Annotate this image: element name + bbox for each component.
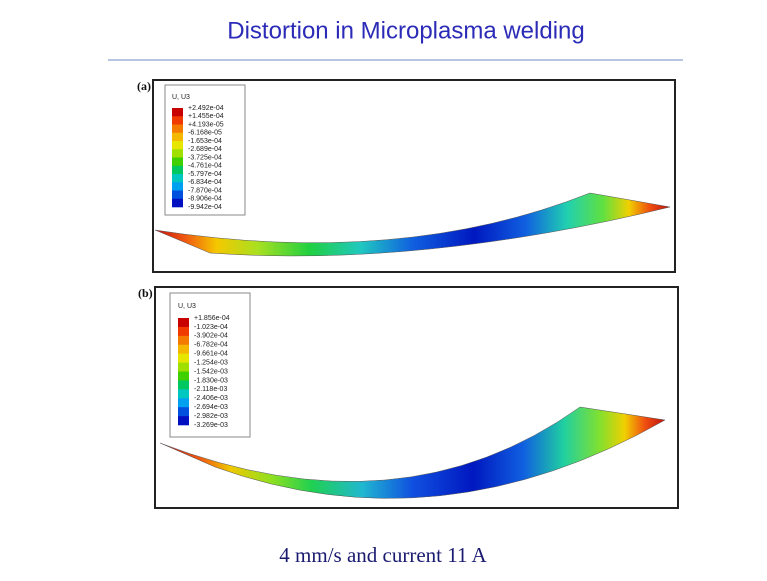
legend-swatch <box>172 190 183 200</box>
legend-swatch <box>172 108 183 117</box>
legend-swatch <box>178 380 189 390</box>
legend-swatch <box>178 318 189 328</box>
panel-label: (a) <box>137 79 151 93</box>
legend-value: -2.982e-03 <box>194 413 228 420</box>
legend-swatch <box>172 132 183 142</box>
legend-swatch <box>178 362 189 372</box>
legend-swatch <box>178 407 189 417</box>
legend-value: -2.406e-03 <box>194 395 228 402</box>
legend-title: U, U3 <box>178 303 196 310</box>
caption: 4 mm/s and current 11 A <box>279 543 487 567</box>
legend-swatch <box>178 335 189 346</box>
legend-value: -2.689e-04 <box>188 146 222 153</box>
legend-value: +4.193e-05 <box>188 121 224 128</box>
legend-value: -2.694e-03 <box>194 404 228 411</box>
legend-value: -1.830e-03 <box>194 377 228 384</box>
legend-swatch <box>172 124 183 134</box>
deformed-plate <box>154 192 671 257</box>
legend-swatch <box>172 149 183 158</box>
legend-swatch <box>178 326 189 337</box>
legend-swatch <box>178 344 189 354</box>
legend-value: -3.725e-04 <box>188 154 222 161</box>
legend-title: U, U3 <box>172 94 190 101</box>
deformed-plate <box>159 406 666 499</box>
legend-value: -1.254e-03 <box>194 359 228 366</box>
legend-value: -7.870e-04 <box>188 187 222 194</box>
legend-value: -8.906e-04 <box>188 196 222 203</box>
legend-swatch <box>172 116 183 125</box>
legend-swatch <box>172 157 183 167</box>
legend-value: -3.269e-03 <box>194 422 228 429</box>
legend-value: -6.782e-04 <box>194 342 228 349</box>
legend-value: -1.023e-04 <box>194 324 228 331</box>
legend-swatch <box>178 353 189 363</box>
legend-value: -5.797e-04 <box>188 171 222 178</box>
legend-value: -1.542e-03 <box>194 368 228 375</box>
legend-value: -6.168e-05 <box>188 130 222 137</box>
slide-title: Distortion in Microplasma welding <box>227 17 584 44</box>
legend-swatch <box>172 182 183 191</box>
legend-value: +1.856e-04 <box>194 315 230 322</box>
legend-value: -6.834e-04 <box>188 179 222 186</box>
legend-swatch <box>172 174 183 183</box>
legend-value: -4.761e-04 <box>188 163 222 170</box>
legend-value: -9.942e-04 <box>188 204 222 211</box>
legend-value: +1.455e-04 <box>188 113 224 120</box>
legend-swatch <box>178 416 189 426</box>
legend-swatch <box>178 398 189 408</box>
legend-value: +2.492e-04 <box>188 105 224 112</box>
legend-value: -2.118e-03 <box>194 386 227 393</box>
legend-value: -1.653e-04 <box>188 138 222 145</box>
legend-swatch <box>178 389 189 399</box>
panel-label: (b) <box>138 286 153 300</box>
legend-swatch <box>178 371 189 381</box>
legend-swatch <box>172 165 183 175</box>
legend-value: -9.661e-04 <box>194 351 228 358</box>
legend-swatch <box>172 141 183 150</box>
legend-value: -3.902e-04 <box>194 333 228 340</box>
legend-swatch <box>172 198 183 208</box>
